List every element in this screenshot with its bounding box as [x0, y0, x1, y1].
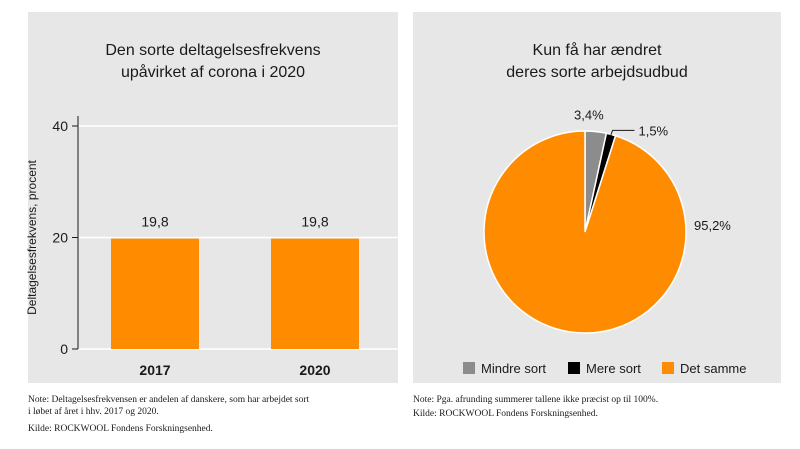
bar-value-label: 19,8 [141, 214, 168, 230]
y-tick-label: 40 [52, 118, 68, 134]
legend-label: Mere sort [586, 361, 641, 376]
bar-2017 [111, 238, 199, 349]
x-tick-label: 2017 [139, 362, 170, 378]
legend-swatch [662, 362, 674, 374]
legend-swatch [568, 362, 580, 374]
pie-chart-title-line1: Kun få har ændret [532, 42, 662, 59]
legend-label: Mindre sort [481, 361, 546, 376]
bar-chart-source: Kilde: ROCKWOOL Fondens Forskningsenhed. [28, 424, 213, 434]
bar-chart-title-line1: Den sorte deltagelsesfrekvens [105, 42, 321, 59]
pie-value-label: 3,4% [574, 108, 604, 123]
x-tick-label: 2020 [299, 362, 330, 378]
bar-value-label: 19,8 [301, 214, 328, 230]
bar-2020 [271, 238, 359, 349]
pie-value-label: 1,5% [638, 123, 668, 138]
y-tick-label: 0 [60, 341, 68, 357]
pie-leader-line [610, 129, 635, 137]
bar-chart-note-line2: i løbet af året i hhv. 2017 og 2020. [28, 407, 159, 417]
y-tick-label: 20 [52, 230, 68, 246]
bar-chart-note-line1: Note: Deltagelsesfrekvensen er andelen a… [28, 395, 310, 405]
pie-value-label: 95,2% [694, 218, 731, 233]
bar-chart-panel: Den sorte deltagelsesfrekvens upåvirket … [28, 12, 398, 383]
legend-swatch [463, 362, 475, 374]
pie-chart-title-line2: deres sorte arbejdsudbud [506, 64, 688, 81]
y-axis-label: Deltagelsesfrekvens, procent [25, 159, 39, 314]
pie-chart-source: Kilde: ROCKWOOL Fondens Forskningsenhed. [413, 409, 598, 419]
bar-chart-title-line2: upåvirket af corona i 2020 [120, 64, 306, 81]
legend-label: Det samme [680, 361, 746, 376]
pie-chart-note: Note: Pga. afrunding summerer tallene ik… [413, 395, 659, 405]
pie-slice-det-samme [483, 130, 687, 334]
